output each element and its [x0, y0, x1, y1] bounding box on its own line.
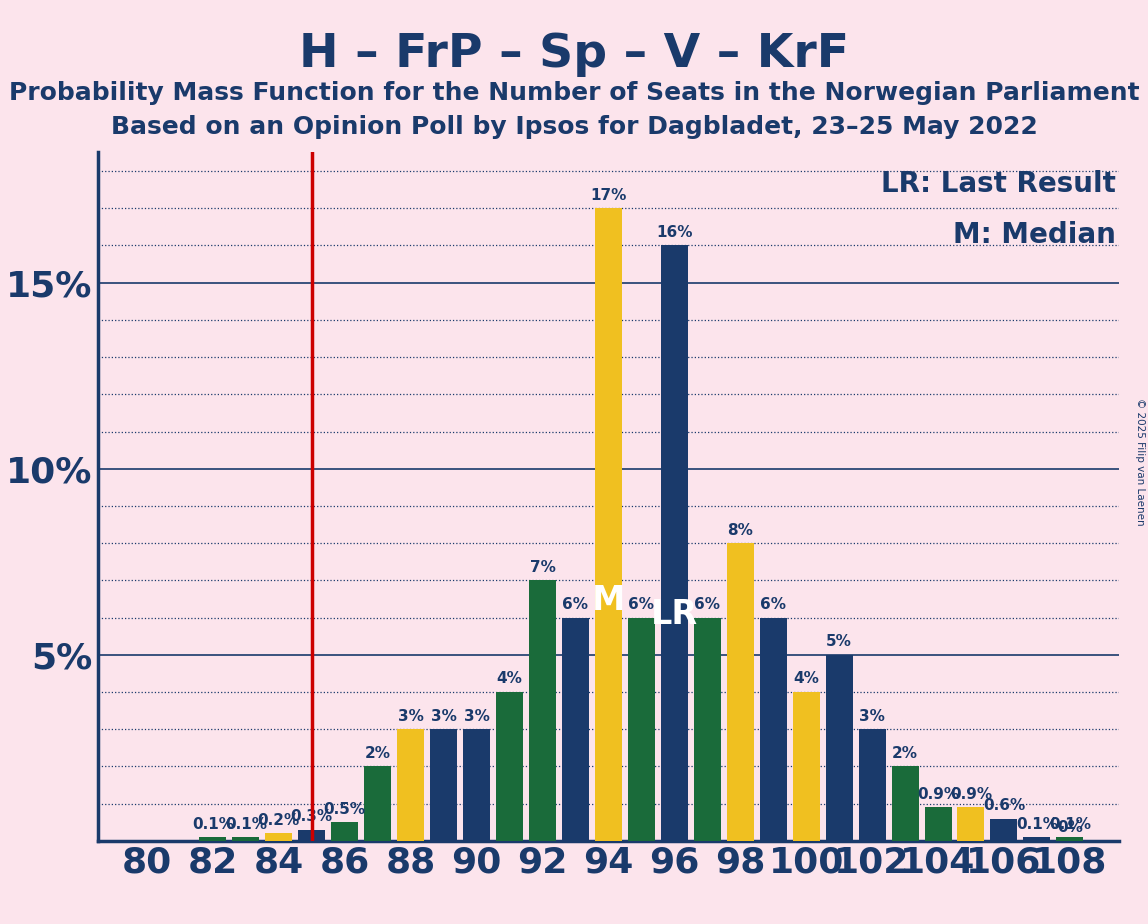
Bar — [1056, 837, 1084, 841]
Text: 2%: 2% — [892, 746, 918, 760]
Bar — [332, 822, 358, 841]
Text: Based on an Opinion Poll by Ipsos for Dagbladet, 23–25 May 2022: Based on an Opinion Poll by Ipsos for Da… — [110, 115, 1038, 139]
Bar — [232, 837, 259, 841]
Text: 0.1%: 0.1% — [192, 817, 234, 832]
Bar — [496, 692, 523, 841]
Text: 6%: 6% — [695, 597, 720, 612]
Bar — [892, 766, 918, 841]
Bar — [661, 246, 688, 841]
Text: 3%: 3% — [430, 709, 457, 723]
Text: 0.2%: 0.2% — [258, 813, 300, 828]
Text: 16%: 16% — [657, 225, 692, 240]
Bar — [265, 833, 293, 841]
Bar — [397, 729, 425, 841]
Bar — [563, 617, 589, 841]
Bar — [693, 617, 721, 841]
Bar — [792, 692, 820, 841]
Text: 0.1%: 0.1% — [1016, 817, 1058, 832]
Text: 3%: 3% — [464, 709, 489, 723]
Text: 0.3%: 0.3% — [290, 809, 333, 824]
Bar — [991, 819, 1017, 841]
Bar — [628, 617, 654, 841]
Text: 8%: 8% — [728, 523, 753, 538]
Text: Probability Mass Function for the Number of Seats in the Norwegian Parliament: Probability Mass Function for the Number… — [9, 81, 1139, 105]
Text: 0.9%: 0.9% — [949, 786, 992, 802]
Text: 0.1%: 0.1% — [1049, 817, 1091, 832]
Text: M: Median: M: Median — [953, 222, 1116, 249]
Text: 5%: 5% — [827, 634, 852, 650]
Bar — [430, 729, 457, 841]
Text: 6%: 6% — [760, 597, 786, 612]
Bar — [364, 766, 391, 841]
Text: 0%: 0% — [1057, 821, 1083, 835]
Text: 2%: 2% — [365, 746, 390, 760]
Text: 6%: 6% — [563, 597, 589, 612]
Text: M: M — [592, 584, 625, 617]
Text: 4%: 4% — [793, 672, 820, 687]
Text: 6%: 6% — [628, 597, 654, 612]
Bar — [859, 729, 885, 841]
Bar — [529, 580, 556, 841]
Bar — [760, 617, 786, 841]
Bar — [1023, 837, 1050, 841]
Bar — [825, 655, 853, 841]
Text: © 2025 Filip van Laenen: © 2025 Filip van Laenen — [1135, 398, 1145, 526]
Text: H – FrP – Sp – V – KrF: H – FrP – Sp – V – KrF — [298, 32, 850, 78]
Bar — [595, 208, 622, 841]
Text: 3%: 3% — [397, 709, 424, 723]
Text: 17%: 17% — [590, 188, 627, 202]
Bar — [727, 543, 754, 841]
Bar — [200, 837, 226, 841]
Text: 0.9%: 0.9% — [917, 786, 959, 802]
Bar — [463, 729, 490, 841]
Text: 0.1%: 0.1% — [225, 817, 266, 832]
Text: 7%: 7% — [529, 560, 556, 575]
Text: 3%: 3% — [859, 709, 885, 723]
Text: 0.6%: 0.6% — [983, 798, 1025, 813]
Bar — [957, 808, 985, 841]
Bar — [298, 830, 325, 841]
Text: 0.5%: 0.5% — [324, 802, 366, 817]
Text: LR: LR — [651, 598, 698, 631]
Text: LR: Last Result: LR: Last Result — [882, 170, 1116, 198]
Bar — [924, 808, 952, 841]
Text: 4%: 4% — [497, 672, 522, 687]
